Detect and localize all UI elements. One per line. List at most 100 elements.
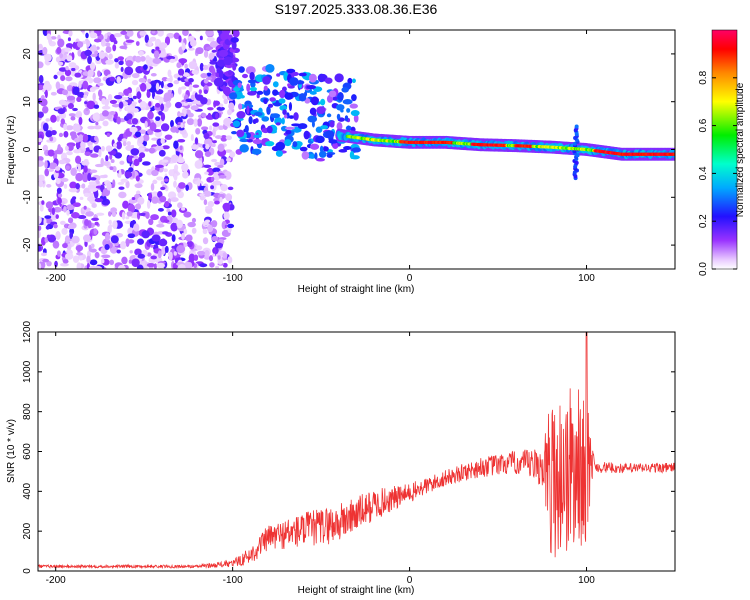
- noise-spot: [150, 80, 157, 86]
- noise-spot: [211, 235, 219, 242]
- noise-spot: [227, 69, 233, 76]
- noise-spot: [203, 199, 208, 206]
- noise-spot: [72, 255, 80, 263]
- noise-spot: [125, 216, 130, 220]
- noise-spot: [58, 159, 66, 165]
- noise-spot: [45, 201, 54, 209]
- noise-spot: [83, 205, 87, 210]
- noise-spot: [194, 92, 198, 99]
- noise-spot: [176, 62, 182, 69]
- noise-spot: [122, 200, 129, 209]
- noise-spot: [112, 220, 118, 230]
- noise-spot: [82, 133, 89, 143]
- noise-spot: [98, 148, 102, 158]
- snr-y-tick-label: 800: [22, 403, 33, 420]
- noise-spot: [131, 72, 140, 79]
- noise-spot: [106, 132, 111, 138]
- noise-spot: [148, 101, 152, 107]
- noise-spot: [201, 126, 209, 131]
- noise-spot: [227, 223, 235, 229]
- noise-spot: [109, 154, 113, 160]
- noise-spot: [194, 150, 204, 159]
- scatter-spot: [247, 79, 257, 84]
- colorbar-tick-label: 0.2: [698, 214, 709, 228]
- noise-spot: [170, 119, 174, 128]
- noise-spot: [155, 164, 164, 169]
- noise-spot: [91, 53, 98, 58]
- noise-spot: [160, 123, 170, 132]
- noise-spot: [45, 225, 50, 230]
- scatter-spot: [267, 103, 274, 108]
- noise-spot: [70, 211, 80, 219]
- noise-spot: [214, 135, 222, 139]
- noise-spot: [144, 120, 148, 128]
- noise-spot: [188, 84, 193, 92]
- noise-spot: [181, 163, 189, 172]
- noise-spot: [61, 48, 65, 55]
- snr-x-tick-label: 100: [578, 575, 595, 586]
- noise-spot: [88, 77, 94, 84]
- noise-spot: [178, 112, 185, 117]
- noise-spot: [53, 74, 58, 80]
- scatter-spot: [351, 78, 356, 84]
- noise-spot: [130, 148, 140, 156]
- noise-spot: [202, 144, 206, 149]
- noise-spot: [217, 164, 224, 168]
- noise-spot: [232, 30, 240, 38]
- noise-spot: [188, 47, 195, 51]
- scatter-spot: [337, 92, 344, 101]
- scatter-spot: [292, 141, 298, 148]
- noise-spot: [138, 152, 146, 159]
- noise-spot: [212, 140, 217, 144]
- noise-spot: [114, 62, 120, 69]
- noise-spot: [177, 138, 186, 143]
- noise-spot: [170, 93, 174, 99]
- noise-spot: [50, 129, 57, 136]
- scatter-spot: [346, 125, 351, 132]
- noise-spot: [130, 106, 136, 113]
- noise-spot: [67, 250, 71, 257]
- noise-spot: [146, 169, 153, 176]
- noise-spot: [212, 253, 216, 257]
- noise-spot: [156, 176, 164, 181]
- noise-spot: [75, 155, 82, 164]
- noise-spot: [118, 191, 127, 199]
- noise-spot: [218, 174, 227, 179]
- scatter-spot: [275, 149, 283, 157]
- ridge-core: [672, 152, 675, 156]
- noise-spot: [158, 110, 163, 116]
- scatter-spot: [291, 123, 301, 127]
- noise-spot: [59, 220, 66, 225]
- noise-spot: [117, 264, 126, 269]
- noise-spot: [72, 196, 77, 200]
- noise-spot: [85, 107, 89, 111]
- scatter-spot: [233, 87, 241, 92]
- scatter-spot: [275, 141, 286, 151]
- noise-spot: [219, 103, 224, 108]
- noise-spot: [138, 129, 147, 135]
- noise-spot: [128, 198, 137, 204]
- noise-spot: [163, 178, 169, 182]
- noise-spot: [164, 245, 169, 254]
- noise-spot: [57, 38, 65, 48]
- noise-spot: [211, 67, 216, 77]
- scatter-spot: [244, 124, 249, 133]
- noise-spot: [157, 250, 162, 259]
- noise-spot: [72, 123, 81, 132]
- noise-spot: [129, 126, 138, 133]
- noise-spot: [209, 60, 218, 65]
- noise-spot: [62, 242, 68, 249]
- snr-y-tick-label: 200: [22, 522, 33, 539]
- noise-spot: [71, 67, 76, 72]
- noise-spot: [53, 223, 58, 229]
- noise-spot: [70, 167, 77, 176]
- noise-spot: [101, 110, 109, 117]
- noise-spot: [50, 36, 57, 40]
- noise-spot: [110, 159, 115, 163]
- noise-spot: [146, 252, 152, 257]
- noise-spot: [84, 151, 91, 156]
- noise-spot: [223, 98, 229, 105]
- noise-spot: [126, 141, 131, 146]
- scatter-spot: [315, 135, 325, 144]
- noise-spot: [77, 132, 85, 137]
